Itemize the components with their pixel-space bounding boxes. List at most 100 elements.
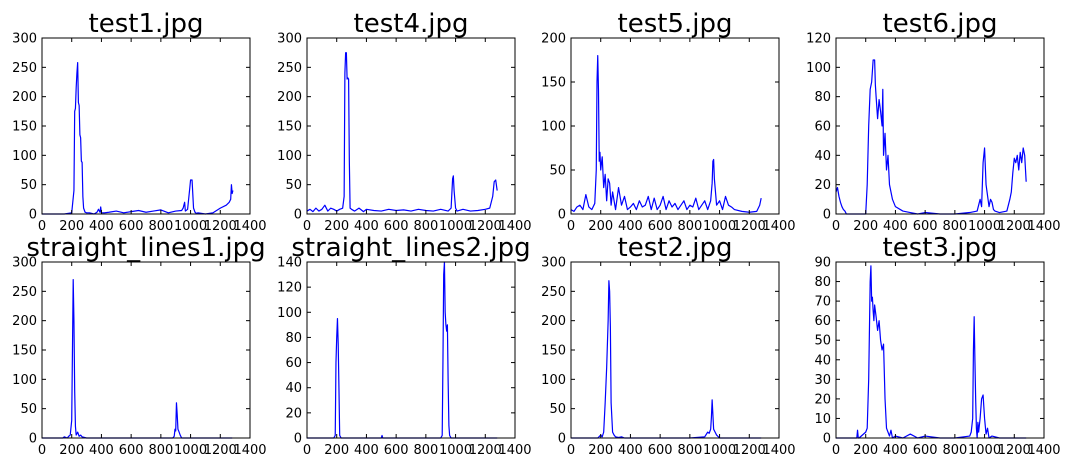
y-tick-label: 60 <box>814 120 831 135</box>
x-tick-label: 0 <box>303 443 311 458</box>
y-tick-label: 100 <box>806 61 831 76</box>
plot-frame <box>570 261 780 439</box>
y-tick-label: 0 <box>294 208 302 223</box>
chart-title: test6.jpg <box>883 9 998 39</box>
plot-frame <box>306 261 516 439</box>
y-tick-label: 20 <box>285 406 302 421</box>
x-tick-label: 200 <box>588 443 613 458</box>
x-tick-label: 1000 <box>174 219 207 234</box>
chart-title: straight_lines2.jpg <box>291 233 530 263</box>
y-tick-label: 40 <box>285 381 302 396</box>
x-tick-label: 1400 <box>762 219 795 234</box>
x-tick-label: 400 <box>618 219 643 234</box>
y-tick-label: 40 <box>814 353 831 368</box>
plot-frame <box>41 37 251 215</box>
y-tick-label: 200 <box>541 32 566 47</box>
x-tick-label: 800 <box>677 443 702 458</box>
x-tick-label: 800 <box>148 443 173 458</box>
plot-frame <box>570 37 780 215</box>
x-tick-label: 600 <box>648 443 673 458</box>
x-tick-label: 0 <box>38 443 46 458</box>
x-tick-label: 1400 <box>233 219 266 234</box>
data-series-line <box>571 280 762 439</box>
data-series-line <box>570 54 762 213</box>
y-tick-label: 100 <box>541 120 566 135</box>
y-tick-label: 0 <box>823 432 831 447</box>
y-tick-label: 100 <box>277 149 302 164</box>
x-tick-label: 800 <box>148 219 173 234</box>
y-tick-label: 200 <box>277 90 302 105</box>
x-tick-label: 600 <box>648 219 673 234</box>
x-tick-label: 1200 <box>204 443 237 458</box>
y-tick-label: 20 <box>814 178 831 193</box>
chart-title: test5.jpg <box>618 9 733 39</box>
x-tick-label: 1000 <box>439 219 472 234</box>
y-tick-label: 50 <box>20 178 37 193</box>
x-tick-label: 1400 <box>1027 219 1060 234</box>
y-tick-label: 0 <box>558 208 566 223</box>
y-tick-label: 0 <box>294 432 302 447</box>
y-tick-label: 100 <box>277 306 302 321</box>
y-tick-label: 30 <box>814 373 831 388</box>
y-tick-label: 50 <box>285 178 302 193</box>
x-tick-label: 1400 <box>498 443 531 458</box>
y-tick-label: 250 <box>12 285 37 300</box>
x-tick-label: 600 <box>913 219 938 234</box>
x-tick-label: 1400 <box>498 219 531 234</box>
x-tick-label: 400 <box>883 219 908 234</box>
x-tick-label: 400 <box>89 219 114 234</box>
x-tick-label: 1200 <box>469 219 502 234</box>
y-tick-label: 150 <box>541 76 566 91</box>
x-tick-label: 600 <box>119 219 144 234</box>
x-tick-label: 1000 <box>703 443 736 458</box>
y-tick-label: 80 <box>285 331 302 346</box>
y-tick-label: 250 <box>277 61 302 76</box>
x-tick-label: 1000 <box>968 219 1001 234</box>
y-tick-label: 80 <box>814 90 831 105</box>
y-tick-label: 0 <box>29 208 37 223</box>
x-tick-label: 200 <box>324 443 349 458</box>
x-tick-label: 1400 <box>762 443 795 458</box>
x-tick-label: 1400 <box>1027 443 1060 458</box>
data-series-line <box>835 59 1027 215</box>
chart-title: test4.jpg <box>354 9 469 39</box>
x-tick-label: 1000 <box>439 443 472 458</box>
y-tick-label: 0 <box>29 432 37 447</box>
x-tick-label: 200 <box>59 443 84 458</box>
x-tick-label: 400 <box>618 443 643 458</box>
chart-title: test3.jpg <box>883 233 998 263</box>
x-tick-label: 200 <box>588 219 613 234</box>
x-tick-label: 400 <box>883 443 908 458</box>
y-tick-label: 100 <box>12 149 37 164</box>
y-tick-label: 100 <box>541 373 566 388</box>
y-tick-label: 70 <box>814 295 831 310</box>
x-tick-label: 600 <box>119 443 144 458</box>
y-tick-label: 60 <box>285 356 302 371</box>
y-tick-label: 200 <box>12 90 37 105</box>
x-tick-label: 0 <box>832 443 840 458</box>
x-tick-label: 0 <box>567 443 575 458</box>
y-tick-label: 60 <box>814 314 831 329</box>
x-tick-label: 1000 <box>968 443 1001 458</box>
data-series-line <box>836 265 1027 439</box>
chart-title: straight_lines1.jpg <box>26 233 265 263</box>
y-tick-label: 50 <box>20 402 37 417</box>
y-tick-label: 50 <box>549 402 566 417</box>
y-tick-label: 150 <box>12 344 37 359</box>
plot-frame <box>835 261 1045 439</box>
x-tick-label: 600 <box>384 219 409 234</box>
x-tick-label: 800 <box>942 219 967 234</box>
y-tick-label: 250 <box>12 61 37 76</box>
y-tick-label: 120 <box>277 281 302 296</box>
y-tick-label: 100 <box>12 373 37 388</box>
x-tick-label: 600 <box>913 443 938 458</box>
